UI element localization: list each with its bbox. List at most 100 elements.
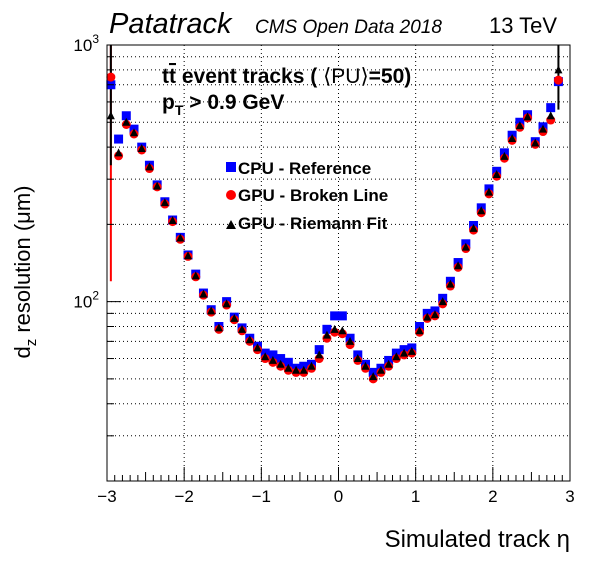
x-tick-label: 2 <box>488 487 497 506</box>
riemann-point <box>346 336 355 345</box>
riemann-point <box>454 261 463 270</box>
x-tick-label: −1 <box>252 487 271 506</box>
riemann-point <box>531 138 540 147</box>
riemann-point <box>446 279 455 288</box>
riemann-point <box>438 297 447 306</box>
legend-label-cpu: CPU - Reference <box>238 159 371 178</box>
riemann-point <box>284 363 293 372</box>
riemann-point <box>261 352 270 361</box>
riemann-point <box>469 223 478 232</box>
riemann-point <box>338 326 347 335</box>
riemann-point <box>199 289 208 298</box>
dataset-label: CMS Open Data 2018 <box>255 17 442 38</box>
y-axis-title: dz resolution (μm) <box>10 185 40 358</box>
riemann-point <box>477 206 486 215</box>
cpu-point <box>268 350 278 360</box>
cpu-point <box>121 111 131 121</box>
riemann-point <box>508 134 517 143</box>
x-tick-label: −3 <box>97 487 116 506</box>
experiment-label: Patatrack <box>109 8 233 40</box>
riemann-point <box>160 198 169 207</box>
x-axis-title: Simulated track η <box>385 526 570 553</box>
riemann-point <box>353 354 362 363</box>
cpu-point <box>546 103 556 113</box>
riemann-point <box>430 310 439 319</box>
riemann-point <box>546 111 555 120</box>
riemann-point <box>484 187 493 196</box>
riemann-point <box>153 181 162 190</box>
riemann-point <box>500 151 509 160</box>
pt-symbol: p <box>162 91 175 114</box>
y-tick-label: 102 <box>73 289 99 312</box>
legend-label-broken-line: GPU - Broken Line <box>238 186 388 205</box>
cpu-point <box>314 345 324 355</box>
x-tick-label: 1 <box>411 487 420 506</box>
riemann-point <box>214 323 223 332</box>
riemann-point <box>122 117 131 126</box>
riemann-point <box>207 306 216 315</box>
riemann-point <box>253 343 262 352</box>
legend-marker-broken-line <box>226 190 236 200</box>
x-tick-label: −2 <box>174 487 193 506</box>
broken-line-point <box>106 72 116 82</box>
process-label: tt event tracks ( ⟨PU⟩=50) <box>162 65 411 88</box>
riemann-point <box>554 65 563 74</box>
riemann-point <box>168 216 177 225</box>
process-pu: ⟨PU⟩ <box>323 65 369 88</box>
process-antitop: t <box>169 65 176 88</box>
riemann-point <box>230 313 239 322</box>
x-tick-label: 0 <box>334 487 343 506</box>
legend-label-riemann: GPU - Riemann Fit <box>238 214 388 233</box>
riemann-point <box>245 335 254 344</box>
riemann-point <box>176 233 185 242</box>
riemann-point <box>114 148 123 157</box>
process-pu-value: =50) <box>369 65 412 88</box>
riemann-point <box>415 326 424 335</box>
riemann-point <box>268 355 277 364</box>
riemann-point <box>130 128 139 137</box>
energy-label: 13 TeV <box>489 13 557 38</box>
legend-marker-cpu <box>226 162 236 172</box>
cpu-point <box>276 354 286 364</box>
pt-cut-value: > 0.9 GeV <box>183 91 284 114</box>
riemann-point <box>238 324 247 333</box>
cpu-point <box>330 311 340 321</box>
riemann-point <box>137 144 146 153</box>
cpu-point <box>283 357 293 367</box>
cpu-point <box>337 311 347 321</box>
series-triangle <box>106 65 563 381</box>
riemann-point <box>322 330 331 339</box>
riemann-point <box>423 312 432 321</box>
legend-marker-riemann <box>226 220 236 229</box>
riemann-point <box>276 359 285 368</box>
riemann-point <box>407 346 416 355</box>
riemann-point <box>461 242 470 251</box>
riemann-point <box>384 359 393 368</box>
riemann-point <box>538 124 547 133</box>
pt-cut-label: pT > 0.9 GeV <box>162 91 284 118</box>
x-tick-label: 3 <box>565 487 574 506</box>
y-axis-title-rest: resolution (μm) <box>10 185 35 338</box>
riemann-point <box>330 324 339 333</box>
riemann-point <box>523 112 532 121</box>
riemann-point <box>292 365 301 374</box>
x-ticks: −3 −2 −1 0 1 2 3 <box>97 467 575 506</box>
riemann-point <box>376 365 385 374</box>
riemann-point <box>400 348 409 357</box>
y-axis-title-sub: z <box>23 339 40 347</box>
process-top: t <box>162 65 169 88</box>
riemann-point <box>515 121 524 130</box>
riemann-point <box>106 111 115 120</box>
riemann-point <box>315 350 324 359</box>
riemann-point <box>492 169 501 178</box>
grid-layer <box>107 45 570 481</box>
legend: CPU - Reference GPU - Broken Line GPU - … <box>226 159 388 233</box>
riemann-point <box>184 251 193 260</box>
process-text: event tracks ( <box>176 65 323 88</box>
y-axis-title-main: d <box>10 346 35 358</box>
cpu-point <box>114 134 124 144</box>
broken-line-point <box>553 75 563 85</box>
riemann-point <box>369 372 378 381</box>
y-ticks: 102 103 <box>73 32 121 437</box>
